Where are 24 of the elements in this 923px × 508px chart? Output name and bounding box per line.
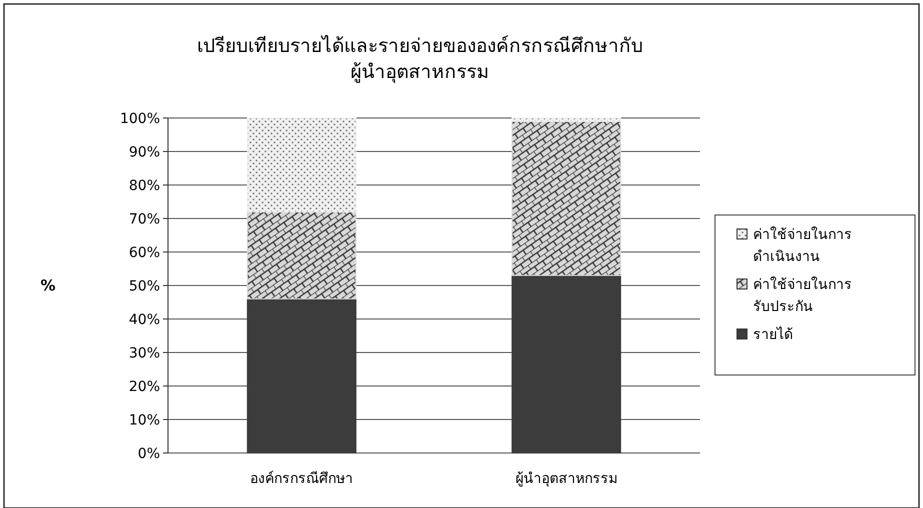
legend-label: รายได้ (753, 326, 793, 343)
y-tick-label: 0% (138, 446, 160, 462)
bar (512, 274, 622, 454)
y-tick-label: 20% (128, 378, 160, 395)
y-tick-label: 30% (128, 345, 160, 362)
y-tick-label: 70% (128, 211, 160, 228)
y-tick-label: 100% (120, 110, 160, 127)
y-tick-label: 10% (128, 412, 160, 428)
y-tick-label: 50% (128, 278, 160, 294)
bar (246, 118, 356, 212)
x-tick-label: องค์กรกรณีศึกษา (250, 470, 354, 487)
y-tick-label: 40% (128, 312, 160, 328)
bar (246, 298, 356, 454)
y-tick-label: 80% (128, 178, 160, 194)
bar (512, 118, 622, 122)
y-tick-label: 90% (128, 144, 160, 160)
legend-label: ค่าใช้จ่ายในการ รับประกัน (753, 276, 852, 315)
y-axis-title: % (40, 276, 56, 294)
x-tick-label: ผู้นำอุตสาหกรรม (515, 471, 618, 487)
legend-label: ค่าใช้จ่ายในการ ดำเนินงาน (753, 226, 852, 265)
chart-title: เปรียบเทียบรายได้และรายจ่ายขององค์กรกรณีศึกษากับ ผู้นำอุตสาหกรรม (197, 35, 643, 84)
y-tick-label: 60% (128, 244, 160, 261)
bar (512, 120, 622, 276)
bar (246, 211, 356, 300)
